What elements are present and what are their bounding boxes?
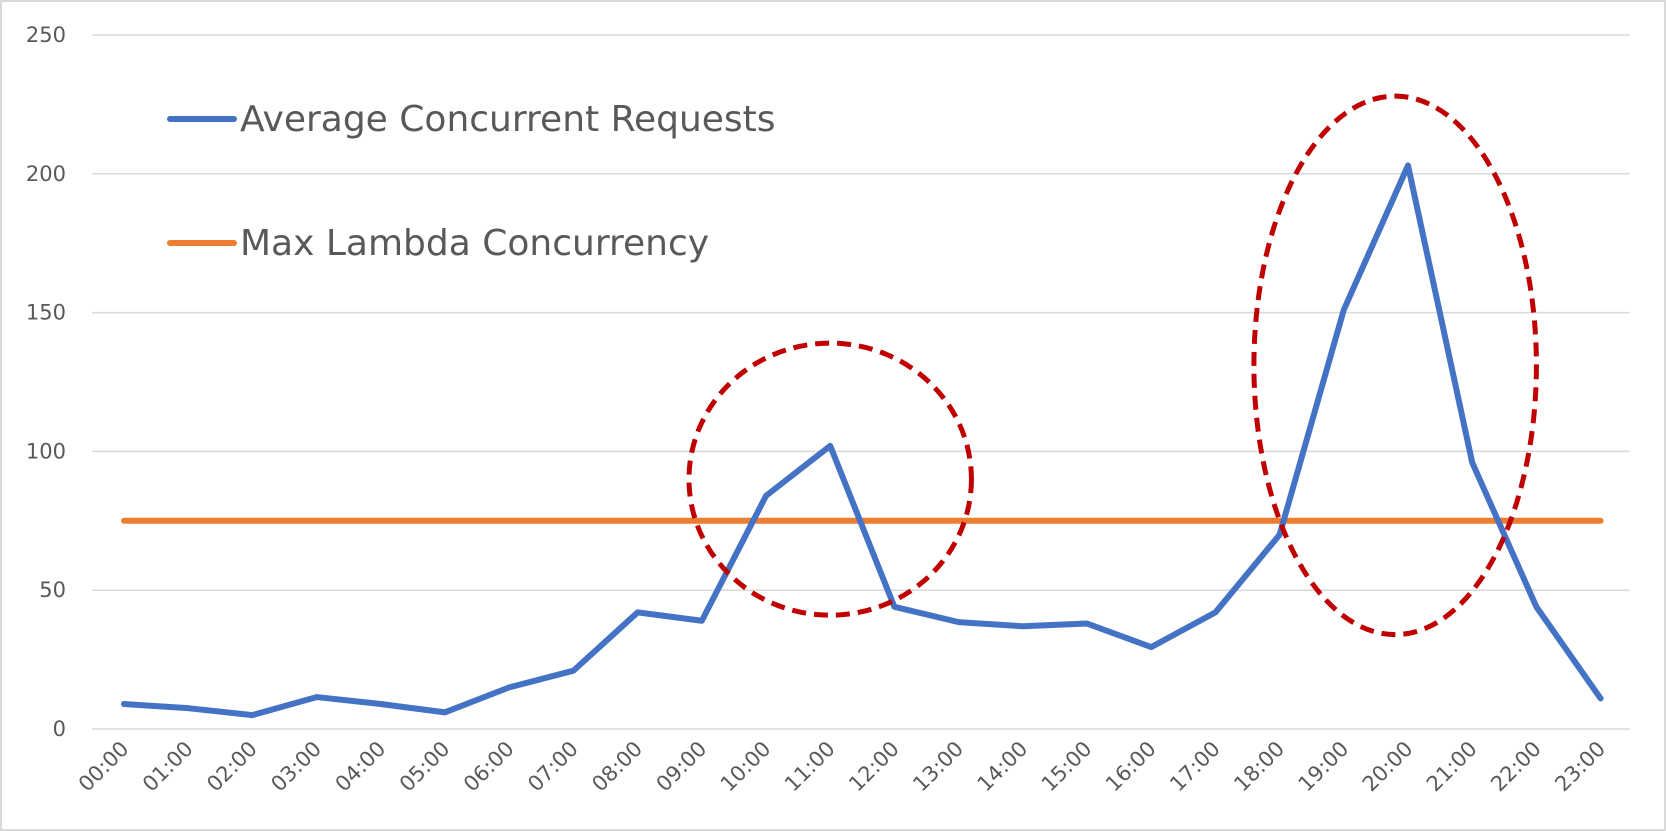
y-tick-label: 200 [26,162,66,186]
x-tick-label: 13:00 [908,737,968,797]
x-tick-label: 03:00 [266,737,326,797]
x-tick-label: 18:00 [1229,737,1289,797]
x-tick-label: 00:00 [74,737,134,797]
x-tick-label: 01:00 [138,737,198,797]
x-tick-label: 06:00 [459,737,519,797]
x-tick-label: 07:00 [523,737,583,797]
x-tick-label: 14:00 [973,737,1033,797]
x-tick-label: 05:00 [395,737,455,797]
gridlines [92,34,1630,730]
y-tick-label: 100 [26,439,66,463]
legend-label-average-concurrent-requests: Average Concurrent Requests [240,99,776,140]
x-tick-label: 22:00 [1486,737,1546,797]
annotations [686,93,1539,638]
y-tick-label: 50 [39,578,66,602]
x-tick-label: 10:00 [716,737,776,797]
x-tick-label: 09:00 [652,737,712,797]
x-tick-label: 15:00 [1037,737,1097,797]
x-tick-label: 04:00 [331,737,391,797]
x-tick-label: 02:00 [202,737,262,797]
x-tick-label: 17:00 [1165,737,1225,797]
x-tick-label: 21:00 [1422,737,1482,797]
y-axis-ticks: 0 50 100 150 200 250 [26,23,66,741]
y-tick-label: 0 [53,717,66,741]
series-lines [121,162,1604,719]
y-tick-label: 250 [26,23,66,47]
x-tick-label: 20:00 [1358,737,1418,797]
highlight-ellipse [686,340,974,618]
legend-label-max-lambda-concurrency: Max Lambda Concurrency [240,223,709,264]
series-line-average-concurrent-requests [121,162,1604,719]
x-tick-label: 23:00 [1550,737,1610,797]
x-tick-label: 08:00 [587,737,647,797]
x-tick-label: 16:00 [1101,737,1161,797]
x-tick-label: 12:00 [844,737,904,797]
x-tick-label: 19:00 [1294,737,1354,797]
y-tick-label: 150 [26,301,66,325]
x-tick-label: 11:00 [780,737,840,797]
x-axis-ticks: 00:00 01:00 02:00 03:00 04:00 05:00 06:00 07:00… [74,737,1610,797]
highlight-ellipse [1251,93,1539,638]
legend: Average Concurrent Requests Max Lambda C… [167,99,776,264]
